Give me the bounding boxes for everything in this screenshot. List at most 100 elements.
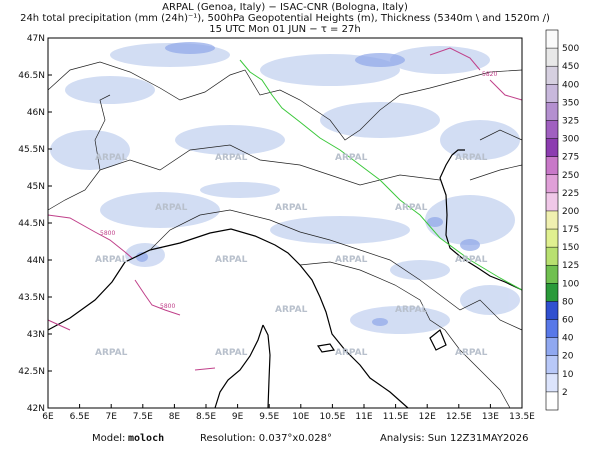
border bbox=[99, 144, 441, 186]
lat-tick-label: 44.5N bbox=[18, 219, 45, 229]
lat-tick-label: 45N bbox=[27, 182, 45, 192]
lon-tick-label: 12.5E bbox=[446, 412, 472, 422]
colorbar-label: 60 bbox=[562, 316, 574, 326]
height-5800 bbox=[47, 214, 133, 259]
colorbar-label: 10 bbox=[562, 370, 574, 380]
island bbox=[214, 324, 271, 409]
precipitation-core bbox=[136, 42, 480, 326]
colorbar-label: 150 bbox=[562, 243, 579, 253]
title-line: 15 UTC Mon 01 JUN − τ = 27h bbox=[209, 24, 360, 35]
colorbar-label: 125 bbox=[562, 261, 579, 271]
watermark: ARPAL bbox=[95, 255, 128, 265]
map: 5800 5800 5820 ARPAL ARPAL ARPAL ARPAL ARPAL… bbox=[47, 37, 523, 409]
border bbox=[299, 261, 511, 409]
lon-tick-label: 8.5E bbox=[196, 412, 216, 422]
colorbar-label: 225 bbox=[562, 189, 579, 199]
contour-label: 5800 bbox=[100, 230, 115, 237]
border bbox=[469, 129, 523, 181]
footer-analysis: Analysis: Sun 12Z31MAY2026 bbox=[380, 433, 529, 444]
watermark: ARPAL bbox=[335, 255, 368, 265]
lat-tick-label: 43.5N bbox=[18, 293, 45, 303]
colorbar-swatch bbox=[546, 210, 558, 230]
colorbar-swatch bbox=[546, 265, 558, 284]
colorbar-label: 40 bbox=[562, 334, 574, 344]
watermark: ARPAL bbox=[95, 348, 128, 358]
title-line: ARPAL (Genoa, Italy) − ISAC-CNR (Bologna… bbox=[162, 2, 408, 13]
colorbar-label: 100 bbox=[562, 279, 579, 289]
thickness-5340 bbox=[239, 59, 523, 291]
precipitation bbox=[50, 43, 520, 334]
colorbar-swatch bbox=[546, 84, 558, 103]
lat-tick-label: 47N bbox=[27, 34, 45, 44]
watermark: ARPAL bbox=[275, 203, 308, 213]
title-line: 24h total precipitation (mm (24h)⁻¹), 50… bbox=[20, 13, 550, 24]
contour-label: 5820 bbox=[482, 71, 497, 78]
colorbar-swatch bbox=[546, 391, 558, 410]
colorbar-frame bbox=[545, 29, 559, 411]
lat-tick-label: 46.5N bbox=[18, 71, 45, 81]
lon-tick-label: 10E bbox=[292, 412, 309, 422]
lat-tick-label: 42N bbox=[27, 404, 45, 414]
height-5800 bbox=[47, 279, 216, 371]
colorbar-swatch bbox=[546, 138, 558, 157]
colorbar-swatch bbox=[546, 301, 558, 320]
watermark: ARPAL bbox=[95, 153, 128, 163]
lon-tick-label: 10.5E bbox=[320, 412, 346, 422]
watermark: ARPAL bbox=[455, 255, 488, 265]
lat-tick-label: 45.5N bbox=[18, 145, 45, 155]
border bbox=[149, 209, 523, 331]
watermark: ARPAL bbox=[395, 305, 428, 315]
watermark: ARPAL bbox=[155, 203, 188, 213]
colorbar-swatch bbox=[546, 373, 558, 392]
lon-tick-label: 11.5E bbox=[383, 412, 409, 422]
island bbox=[429, 329, 447, 351]
lon-tick-label: 7.5E bbox=[133, 412, 153, 422]
coastline bbox=[47, 228, 409, 409]
colorbar-label: 400 bbox=[562, 80, 579, 90]
lon-tick-label: 13.5E bbox=[509, 412, 535, 422]
colorbar-swatch bbox=[546, 319, 558, 338]
lon-tick-label: 7E bbox=[105, 412, 117, 422]
lon-tick-label: 6.5E bbox=[70, 412, 90, 422]
colorbar-swatch bbox=[546, 120, 558, 139]
colorbar-label: 300 bbox=[562, 135, 579, 145]
colorbar-label: 200 bbox=[562, 207, 579, 217]
lon-tick-label: 9.5E bbox=[259, 412, 279, 422]
colorbar-label: 175 bbox=[562, 225, 579, 235]
colorbar-swatch bbox=[546, 174, 558, 193]
watermark: ARPAL bbox=[215, 255, 248, 265]
lon-tick-label: 11E bbox=[355, 412, 372, 422]
lon-tick-label: 6E bbox=[42, 412, 54, 422]
colorbar-label: 500 bbox=[562, 44, 579, 54]
colorbar-label: 275 bbox=[562, 153, 579, 163]
lon-tick-label: 8E bbox=[169, 412, 181, 422]
colorbar-label: 250 bbox=[562, 171, 579, 181]
height-5820 bbox=[429, 47, 523, 101]
lat-tick-label: 42.5N bbox=[18, 367, 45, 377]
border bbox=[47, 61, 523, 141]
colorbar-swatch bbox=[546, 283, 558, 302]
watermark: ARPAL bbox=[335, 348, 368, 358]
colorbar-label: 2 bbox=[562, 388, 568, 398]
colorbar-swatch bbox=[546, 156, 558, 175]
colorbar-label: 20 bbox=[562, 352, 574, 362]
colorbar-swatch bbox=[546, 192, 558, 211]
colorbar-swatch bbox=[546, 355, 558, 374]
lon-tick-label: 13E bbox=[482, 412, 499, 422]
colorbar-swatch bbox=[546, 102, 558, 121]
island bbox=[316, 343, 336, 353]
watermark: ARPAL bbox=[455, 153, 488, 163]
colorbar-label: 325 bbox=[562, 116, 579, 126]
footer-model-label: Model: bbox=[92, 433, 125, 444]
watermark: ARPAL bbox=[335, 153, 368, 163]
colorbar-swatch bbox=[546, 337, 558, 356]
colorbar-label: 350 bbox=[562, 98, 579, 108]
colorbar-label: 80 bbox=[562, 297, 574, 307]
watermark: ARPAL bbox=[215, 348, 248, 358]
coastline bbox=[439, 149, 523, 291]
contour-label: 5800 bbox=[160, 303, 175, 310]
lon-tick-label: 9E bbox=[232, 412, 244, 422]
lat-tick-label: 43N bbox=[27, 330, 45, 340]
border bbox=[47, 94, 111, 211]
watermark: ARPAL bbox=[395, 203, 428, 213]
